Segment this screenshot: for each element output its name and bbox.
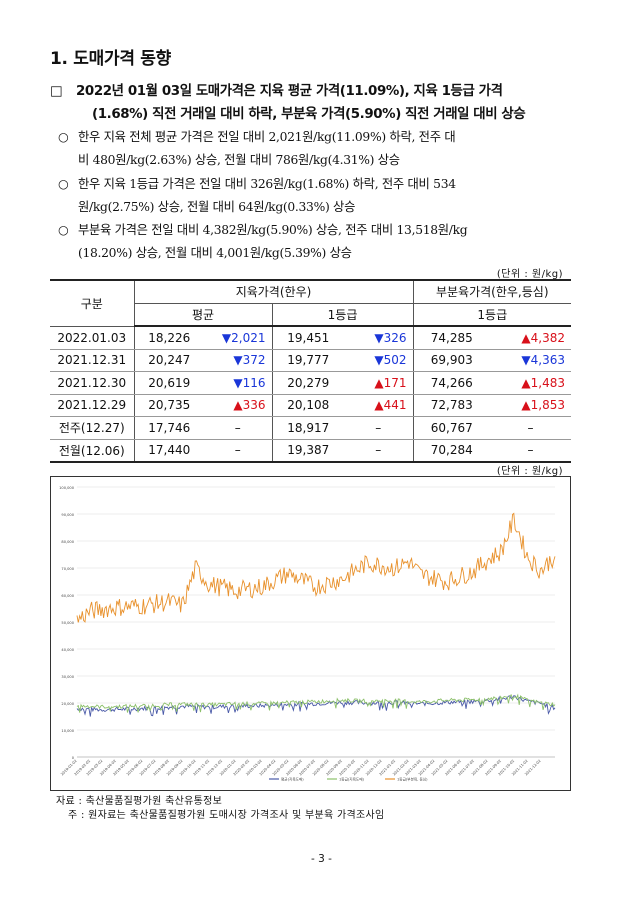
avg-change: ▼2,021 <box>204 326 273 350</box>
y-tick-label: 50,000 <box>61 621 74 625</box>
header-carcass-price: 지육가격(한우) <box>134 279 414 304</box>
bullet-marker: ○ <box>58 177 69 191</box>
y-tick-label: 30,000 <box>61 675 74 679</box>
chart-svg: 0 10,000 20,000 30,000 40,000 50,000 60,000 70,… <box>59 486 556 782</box>
avg-price: 20,247 <box>134 349 204 372</box>
avg-change: – <box>204 439 273 463</box>
price-table: 구분 지육가격(한우) 부분육가격(한우,등심) 평균 1등급 1등급 2022… <box>50 279 571 463</box>
row-label: 전월(12.06) <box>50 439 135 463</box>
bullet-marker: ○ <box>58 130 69 144</box>
source-note: 자료 : 축산물품질평가원 축산유통정보 주 : 원자료는 축산물품질평가원 도… <box>56 795 385 823</box>
header-average: 평균 <box>134 303 273 327</box>
bullet-avg-price: ○ 한우 지육 전체 평균 가격은 전일 대비 2,021원/kg(11.09%… <box>58 126 570 172</box>
note-line: 주 : 원자료는 축산물품질평가원 도매시장 가격조사 및 부분육 가격조사임 <box>68 810 385 821</box>
grade1-price: 20,108 <box>272 394 344 417</box>
table-row: 2022.01.03 18,226 ▼2,021 19,451 ▼326 74,285 ▲4… <box>50 326 571 350</box>
avg-price: 17,440 <box>134 439 204 463</box>
bullet-line: 원/kg(2.75%) 상승, 전월 대비 64원/kg(0.33%) 상승 <box>78 200 356 214</box>
y-tick-label: 20,000 <box>61 702 74 706</box>
bullet-cut-price: ○ 부분육 가격은 전일 대비 4,382원/kg(5.90%) 상승, 전주 … <box>58 219 570 265</box>
avg-change: ▼372 <box>204 349 273 372</box>
table-row: 2021.12.30 20,619 ▼116 20,279 ▲171 74,266 ▲1,4… <box>50 371 571 395</box>
grade1-change: ▼326 <box>344 326 414 350</box>
grade1-price: 19,387 <box>272 439 344 463</box>
avg-price: 20,619 <box>134 371 204 395</box>
avg-change: ▲336 <box>204 394 273 417</box>
bullet-marker: ○ <box>58 223 69 237</box>
row-label: 2022.01.03 <box>50 326 135 350</box>
headline-marker: □ <box>50 84 63 99</box>
y-tick-label: 80,000 <box>61 540 74 544</box>
header-grade1: 1등급 <box>272 303 414 327</box>
table-row: 전주(12.27) 17,746–18,917–60,767– <box>50 416 571 440</box>
y-tick-label: 40,000 <box>61 648 74 652</box>
grade1-price: 18,917 <box>272 416 344 440</box>
headline: □ 2022년 01월 03일 도매가격은 지육 평균 가격(11.09%), … <box>50 80 590 126</box>
grade1-change: ▲171 <box>344 371 414 395</box>
y-tick-label: 60,000 <box>61 594 74 598</box>
avg-price: 20,735 <box>134 394 204 417</box>
y-tick-label: 100,000 <box>59 486 75 490</box>
grade1-price: 20,279 <box>272 371 344 395</box>
grade1-change: ▲441 <box>344 394 414 417</box>
legend-label: 1등급(지육도매) <box>339 777 365 782</box>
legend-label: 1등급(부분육, 등심) <box>397 777 428 782</box>
table-row: 2021.12.31 20,247 ▼372 19,777 ▼502 69,903 ▼4,3… <box>50 349 571 372</box>
grade1-change: ▼502 <box>344 349 414 372</box>
row-label: 2021.12.30 <box>50 371 135 395</box>
bullet-line: 한우 지육 1등급 가격은 전일 대비 326원/kg(1.68%) 하락, 전… <box>78 177 456 191</box>
legend-label: 평균(지육도매) <box>281 777 304 782</box>
cut-change: ▲1,483 <box>490 371 571 395</box>
bullet-line: 한우 지육 전체 평균 가격은 전일 대비 2,021원/kg(11.09%) … <box>78 130 456 144</box>
series-line <box>76 695 556 717</box>
cut-price: 74,285 <box>413 326 490 350</box>
page-number: - 3 - <box>311 853 332 865</box>
avg-change: ▼116 <box>204 371 273 395</box>
series-line <box>76 512 556 623</box>
table-row: 전월(12.06) 17,440–19,387–70,284– <box>50 439 571 463</box>
cut-price: 69,903 <box>413 349 490 372</box>
grade1-change: – <box>344 439 414 463</box>
avg-price: 18,226 <box>134 326 204 350</box>
header-cut-grade1: 1등급 <box>413 303 571 327</box>
y-tick-label: 0 <box>72 756 75 760</box>
y-tick-label: 70,000 <box>61 567 74 571</box>
row-label: 전주(12.27) <box>50 416 135 440</box>
section-title: 1. 도매가격 동향 <box>50 49 171 69</box>
source-line: 자료 : 축산물품질평가원 축산유통정보 <box>56 796 223 807</box>
cut-price: 60,767 <box>413 416 490 440</box>
y-tick-label: 90,000 <box>61 513 74 517</box>
chart-unit: (단위 : 원/kg) <box>496 466 563 477</box>
grade1-price: 19,777 <box>272 349 344 372</box>
series-line <box>76 693 556 713</box>
row-label: 2021.12.29 <box>50 394 135 417</box>
headline-line-1: 2022년 01월 03일 도매가격은 지육 평균 가격(11.09%), 지육… <box>76 84 503 99</box>
cut-price: 74,266 <box>413 371 490 395</box>
avg-change: – <box>204 416 273 440</box>
bullet-line: 비 480원/kg(2.63%) 상승, 전월 대비 786원/kg(4.31%… <box>78 153 400 167</box>
avg-price: 17,746 <box>134 416 204 440</box>
grade1-price: 19,451 <box>272 326 344 350</box>
cut-price: 72,783 <box>413 394 490 417</box>
grade1-change: – <box>344 416 414 440</box>
header-category: 구분 <box>50 279 135 327</box>
price-trend-chart: 0 10,000 20,000 30,000 40,000 50,000 60,000 70,… <box>50 476 571 791</box>
cut-change: ▲4,382 <box>490 326 571 350</box>
row-label: 2021.12.31 <box>50 349 135 372</box>
cut-change: – <box>490 439 571 463</box>
cut-change: ▲1,853 <box>490 394 571 417</box>
bullet-line: 부분육 가격은 전일 대비 4,382원/kg(5.90%) 상승, 전주 대비… <box>78 223 468 237</box>
cut-change: – <box>490 416 571 440</box>
table-unit: (단위 : 원/kg) <box>496 269 563 280</box>
bullet-line: (18.20%) 상승, 전월 대비 4,001원/kg(5.39%) 상승 <box>78 246 352 260</box>
cut-price: 70,284 <box>413 439 490 463</box>
headline-line-2: (1.68%) 직전 거래일 대비 하락, 부분육 가격(5.90%) 직전 거… <box>92 107 526 122</box>
header-cut-price: 부분육가격(한우,등심) <box>413 279 571 304</box>
y-tick-label: 10,000 <box>61 729 74 733</box>
table-row: 2021.12.29 20,735 ▲336 20,108 ▲441 72,783 ▲1,8… <box>50 394 571 417</box>
cut-change: ▼4,363 <box>490 349 571 372</box>
bullet-grade1-price: ○ 한우 지육 1등급 가격은 전일 대비 326원/kg(1.68%) 하락,… <box>58 173 570 219</box>
